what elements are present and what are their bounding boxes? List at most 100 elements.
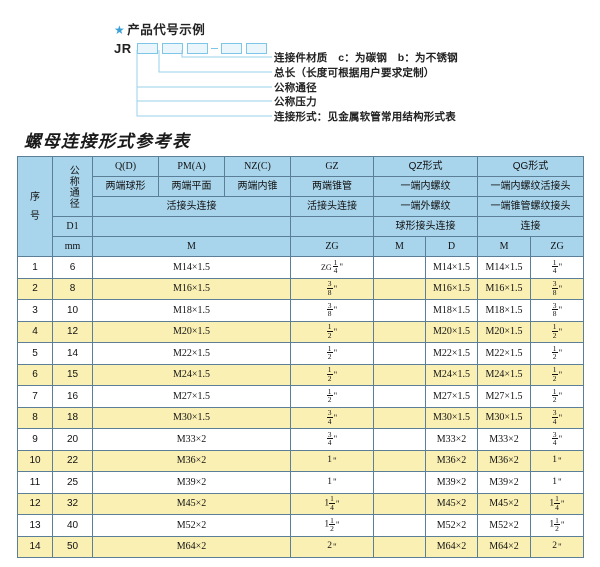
cell-qz-m xyxy=(373,342,426,365)
header-unit-m-qz: M xyxy=(373,236,426,257)
cell-qz-m xyxy=(373,492,426,515)
product-code-heading: ★ 产品代号示例 xyxy=(114,19,205,38)
cell-qz-m xyxy=(373,277,426,300)
header-desc2-gz: 活接头连接 xyxy=(290,196,374,217)
header-seq: 序 号 xyxy=(17,156,53,257)
cell-gz-zg: 1" xyxy=(290,471,374,494)
cell-seq: 4 xyxy=(17,320,53,343)
cell-gz-zg: 1 2 " xyxy=(290,385,374,408)
table-row: 13 40 M52×2 1 1 2 " M52×2 M52×2 1 1 2 " xyxy=(17,514,585,537)
cell-m-union: M52×2 xyxy=(92,514,291,537)
table-row: 14 50 M64×2 2" M64×2 M64×2 2" xyxy=(17,535,585,558)
header-desc3-qz: 球形接头连接 xyxy=(372,216,479,237)
header-desc-qd: 两端球形 xyxy=(92,176,159,197)
cell-m-union: M18×1.5 xyxy=(92,299,291,322)
cell-gz-zg: 3 8 " xyxy=(290,299,374,322)
cell-qg-zg: 3 8 " xyxy=(530,277,585,300)
cell-d1: 50 xyxy=(52,535,93,558)
cell-qz-m xyxy=(373,535,426,558)
cell-qz-d: M20×1.5 xyxy=(424,320,479,343)
table-row: 2 8 M16×1.5 3 8 " M16×1.5 M16×1.5 3 8 " xyxy=(17,277,585,300)
code-dash xyxy=(210,48,218,50)
cell-m-union: M36×2 xyxy=(92,449,291,472)
header-desc3-qg: 连接 xyxy=(477,216,585,237)
cell-qz-m xyxy=(373,406,426,429)
table-header: 序 号 公称通径 Q(D) PM(A) NZ(C) GZ QZ形式 QG形式 两… xyxy=(17,156,585,257)
header-code-pma: PM(A) xyxy=(158,156,225,177)
cell-qg-m: M39×2 xyxy=(477,471,532,494)
cell-qz-d: M64×2 xyxy=(424,535,479,558)
cell-qz-m xyxy=(373,299,426,322)
cell-gz-zg: 1 2 " xyxy=(290,320,374,343)
table-row: 7 16 M27×1.5 1 2 " M27×1.5 M27×1.5 1 2 " xyxy=(17,385,585,408)
cell-d1: 25 xyxy=(52,471,93,494)
cell-seq: 6 xyxy=(17,363,53,386)
cell-d1: 32 xyxy=(52,492,93,515)
cell-m-union: M20×1.5 xyxy=(92,320,291,343)
table-row: 10 22 M36×2 1" M36×2 M36×2 1" xyxy=(17,449,585,472)
cell-qg-m: M27×1.5 xyxy=(477,385,532,408)
cell-m-union: M14×1.5 xyxy=(92,256,291,279)
header-unit-m-left: M xyxy=(92,236,291,257)
header-desc-pma: 两端平面 xyxy=(158,176,225,197)
cell-d1: 20 xyxy=(52,428,93,451)
header-unit-zg-gz: ZG xyxy=(290,236,374,257)
cell-qg-m: M22×1.5 xyxy=(477,342,532,365)
cell-qg-m: M18×1.5 xyxy=(477,299,532,322)
table-title: 螺母连接形式参考表 xyxy=(24,132,191,151)
cell-qg-m: M20×1.5 xyxy=(477,320,532,343)
cell-qz-d: M39×2 xyxy=(424,471,479,494)
code-box-1 xyxy=(136,43,158,55)
cell-qz-d: M36×2 xyxy=(424,449,479,472)
header-desc2-qg: 一端锥管螺纹接头 xyxy=(477,196,585,217)
annotation-nominal-pressure: 公称压力 xyxy=(274,96,317,108)
header-unit-m-qg: M xyxy=(477,236,532,257)
annotation-total-length: 总长（长度可根据用户要求定制） xyxy=(274,67,435,79)
cell-m-union: M16×1.5 xyxy=(92,277,291,300)
header-desc2-union: 活接头连接 xyxy=(92,196,291,217)
table-body: 1 6 M14×1.5 ZG 1 4 " M14×1.5 M14×1.5 1 4 " 2 8 M16×1.5… xyxy=(17,256,585,558)
cell-seq: 11 xyxy=(17,471,53,494)
cell-qg-m: M16×1.5 xyxy=(477,277,532,300)
cell-seq: 1 xyxy=(17,256,53,279)
header-row-codes: 序 号 公称通径 Q(D) PM(A) NZ(C) GZ QZ形式 QG形式 xyxy=(17,156,585,257)
header-row-units: mm M ZG M D M ZG xyxy=(18,236,585,257)
table-row: 1 6 M14×1.5 ZG 1 4 " M14×1.5 M14×1.5 1 4 " xyxy=(17,256,585,279)
cell-qz-d: M27×1.5 xyxy=(424,385,479,408)
cell-qz-m xyxy=(373,449,426,472)
cell-qg-zg: 3 4 " xyxy=(530,406,585,429)
annotation-material: 连接件材质 c：为碳钢 b：为不锈钢 xyxy=(274,52,458,64)
code-box-2 xyxy=(161,43,183,55)
header-desc-gz: 两端锥管 xyxy=(290,176,374,197)
cell-qz-d: M45×2 xyxy=(424,492,479,515)
cell-m-union: M33×2 xyxy=(92,428,291,451)
header-desc-nzc: 两端内锥 xyxy=(224,176,291,197)
cell-qg-m: M33×2 xyxy=(477,428,532,451)
star-icon: ★ xyxy=(114,23,126,37)
cell-qz-d: M30×1.5 xyxy=(424,406,479,429)
cell-qg-zg: 1 2 " xyxy=(530,342,585,365)
cell-qg-zg: 1 2 " xyxy=(530,320,585,343)
cell-gz-zg: 1 2 " xyxy=(290,363,374,386)
cell-m-union: M27×1.5 xyxy=(92,385,291,408)
cell-qg-m: M52×2 xyxy=(477,514,532,537)
cell-gz-zg: 3 8 " xyxy=(290,277,374,300)
cell-qg-zg: 1 1 2 " xyxy=(530,514,585,537)
header-row-desc1: 两端球形 两端平面 两端内锥 两端锥管 一端内螺纹 一端内螺纹活接头 xyxy=(18,176,585,197)
product-code-string: JR xyxy=(114,40,271,56)
header-blank-left xyxy=(92,216,291,237)
cell-d1: 6 xyxy=(52,256,93,279)
cell-seq: 13 xyxy=(17,514,53,537)
cell-d1: 18 xyxy=(52,406,93,429)
code-box-4 xyxy=(220,43,242,55)
table-row: 3 10 M18×1.5 3 8 " M18×1.5 M18×1.5 3 8 " xyxy=(17,299,585,322)
header-row-d1: D1 球形接头连接 连接 xyxy=(18,216,585,237)
cell-seq: 7 xyxy=(17,385,53,408)
table-row: 4 12 M20×1.5 1 2 " M20×1.5 M20×1.5 1 2 " xyxy=(17,320,585,343)
annotation-nominal-bore: 公称通径 xyxy=(274,82,317,94)
cell-seq: 5 xyxy=(17,342,53,365)
table-row: 5 14 M22×1.5 1 2 " M22×1.5 M22×1.5 1 2 " xyxy=(17,342,585,365)
cell-seq: 8 xyxy=(17,406,53,429)
cell-seq: 12 xyxy=(17,492,53,515)
cell-gz-zg: 3 4 " xyxy=(290,428,374,451)
